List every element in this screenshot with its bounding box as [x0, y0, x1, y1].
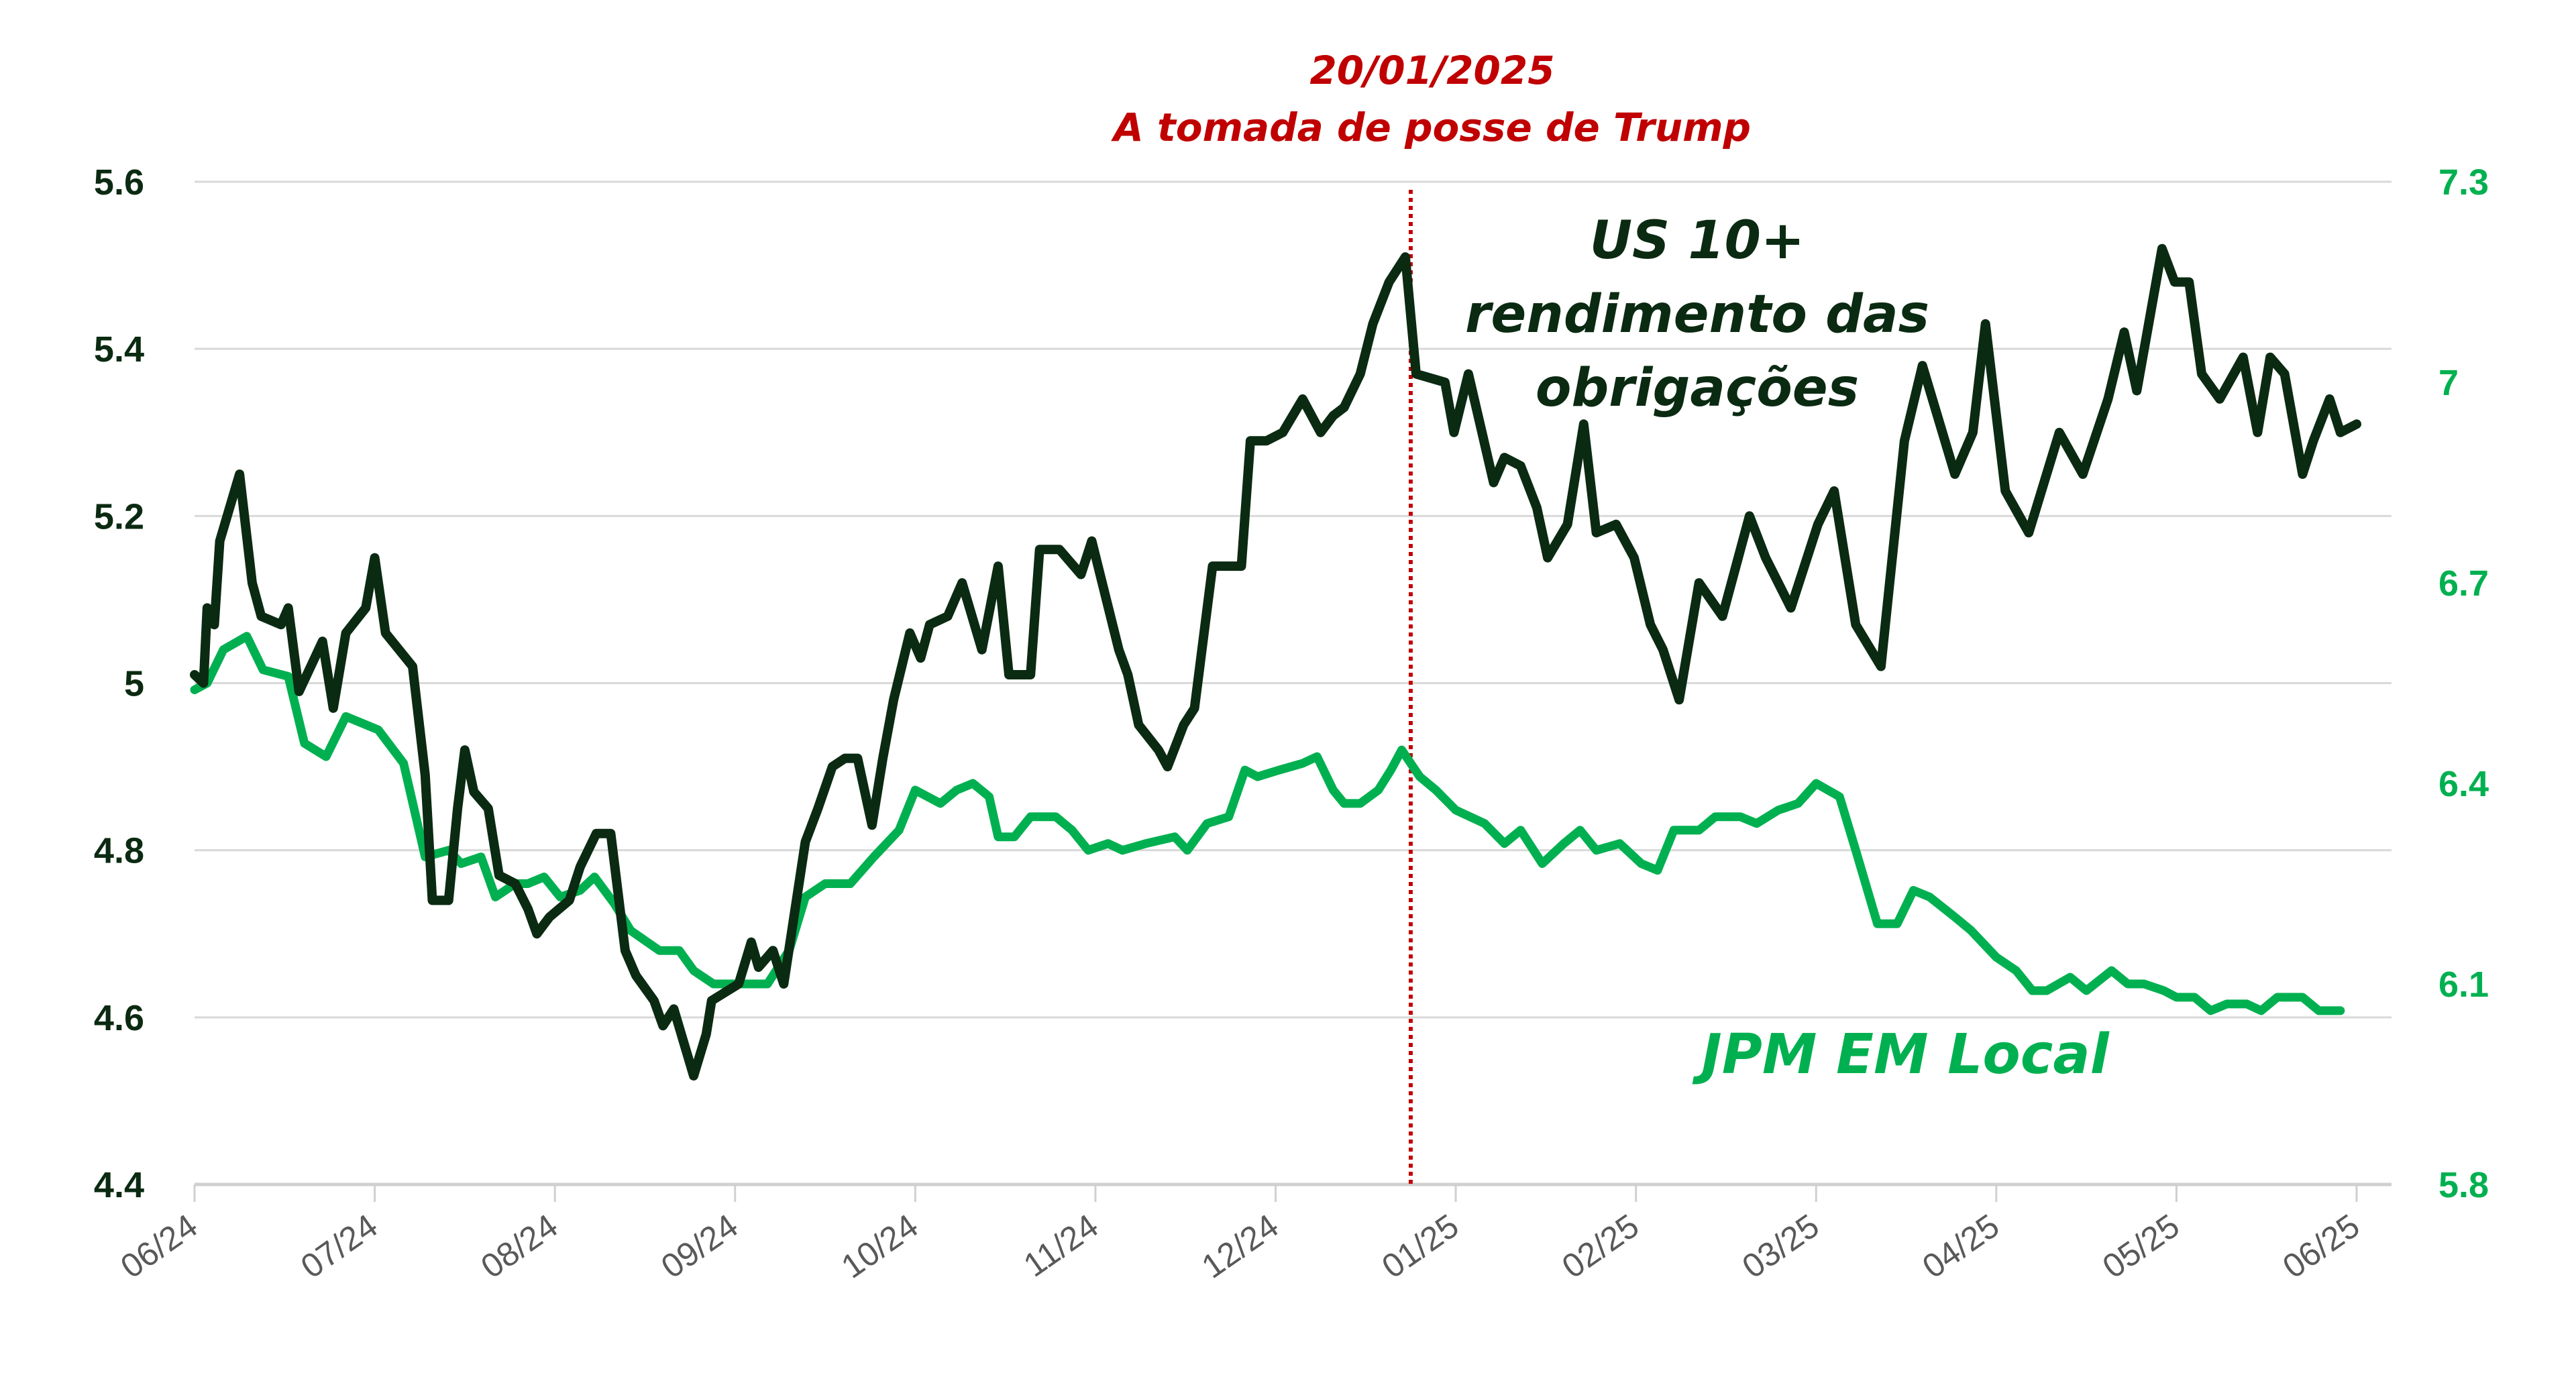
annotation-event: A tomada de posse de Trump: [1111, 105, 1751, 150]
x-tick-label: 08/24: [474, 1207, 565, 1286]
y-left-tick-label: 4.4: [94, 1165, 144, 1205]
x-axis-labels: 06/24 07/24 08/24 09/24 10/24 11/24 12/24 01/25…: [114, 1207, 2367, 1286]
series-line-us10: [190, 243, 2361, 1081]
y-left-tick-label: 5.2: [94, 496, 144, 537]
x-tick-label: 02/25: [1555, 1207, 1646, 1286]
series-label-us10-line2: rendimento das: [1465, 284, 1929, 345]
y-right-tick-label: 7: [2438, 363, 2459, 403]
x-tick-label: 11/24: [1017, 1207, 1106, 1284]
x-tick-label: 04/25: [1916, 1207, 2006, 1286]
series-label-jpm: JPM EM Local: [1692, 1023, 2110, 1087]
x-tick-label: 05/25: [2096, 1207, 2186, 1286]
x-tick-label: 09/24: [654, 1207, 745, 1286]
y-right-tick-label: 6.4: [2438, 764, 2489, 804]
y-axis-left: 5.6 5.4 5.2 5 4.8 4.6 4.4: [94, 162, 144, 1205]
gridlines: [195, 180, 2392, 1186]
y-axis-right: 7.3 7 6.7 6.4 6.1 5.8: [2438, 162, 2489, 1205]
annotation-date: 20/01/2025: [1309, 48, 1554, 93]
x-tick-label: 12/24: [1195, 1207, 1285, 1286]
y-left-tick-label: 4.6: [94, 998, 144, 1038]
y-right-tick-label: 6.7: [2438, 563, 2489, 604]
x-axis-ticks: [193, 1184, 2358, 1202]
y-left-tick-label: 4.8: [94, 831, 144, 871]
series-label-us10-line1: US 10+: [1590, 211, 1805, 271]
y-left-tick-label: 5: [124, 664, 144, 704]
x-tick-label: 06/24: [114, 1207, 205, 1286]
y-right-tick-label: 5.8: [2438, 1165, 2489, 1205]
series-label-us10-line3: obrigações: [1536, 358, 1859, 419]
x-tick-label: 06/25: [2276, 1207, 2367, 1286]
series-line-jpm-em-local: [190, 632, 2345, 1015]
x-tick-label: 10/24: [835, 1207, 925, 1286]
x-tick-label: 01/25: [1375, 1207, 1466, 1286]
y-left-tick-label: 5.6: [94, 162, 144, 203]
x-tick-label: 03/25: [1735, 1207, 1826, 1286]
y-right-tick-label: 6.1: [2438, 964, 2489, 1005]
y-left-tick-label: 5.4: [94, 329, 144, 370]
series-lines: [190, 243, 2361, 1081]
y-right-tick-label: 7.3: [2438, 162, 2489, 203]
x-tick-label: 07/24: [294, 1207, 384, 1286]
